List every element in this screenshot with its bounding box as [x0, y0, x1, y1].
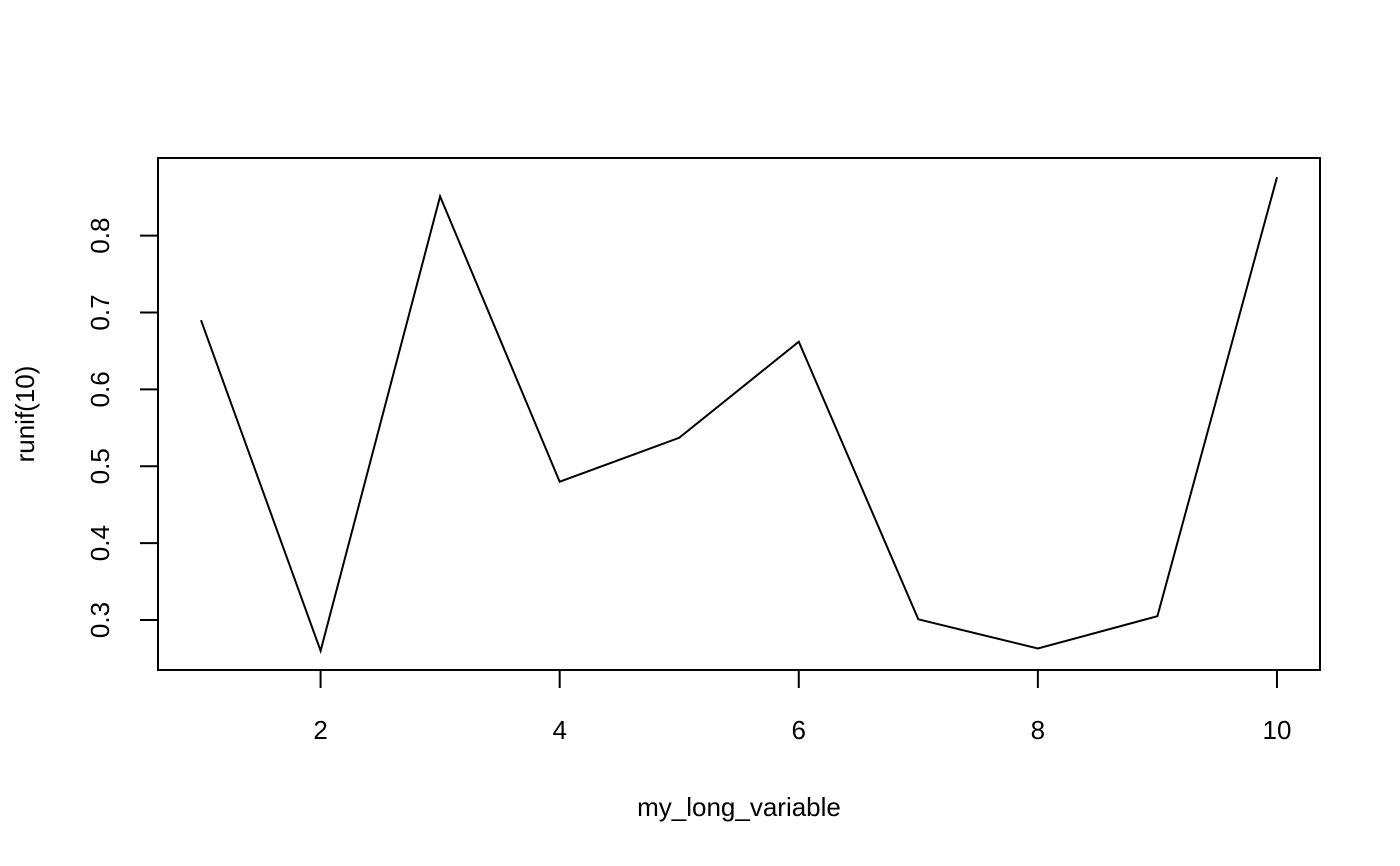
y-axis-title: runif(10) [10, 366, 40, 463]
y-tick-label: 0.3 [85, 602, 115, 638]
x-tick-label: 2 [313, 715, 327, 745]
x-tick-label: 6 [792, 715, 806, 745]
y-tick-label: 0.5 [85, 448, 115, 484]
y-tick-label: 0.6 [85, 371, 115, 407]
plot-frame [157, 157, 1321, 671]
x-tick-label: 4 [552, 715, 566, 745]
y-tick-label: 0.4 [85, 525, 115, 561]
x-tick-label: 10 [1263, 715, 1292, 745]
x-axis: 2 4 6 8 10 [313, 670, 1291, 745]
x-tick-label: 8 [1031, 715, 1045, 745]
x-axis-title: my_long_variable [637, 792, 841, 822]
y-tick-label: 0.8 [85, 218, 115, 254]
y-axis: 0.3 0.4 0.5 0.6 0.7 0.8 [85, 218, 158, 638]
y-tick-label: 0.7 [85, 294, 115, 330]
series-line [200, 176, 1278, 655]
